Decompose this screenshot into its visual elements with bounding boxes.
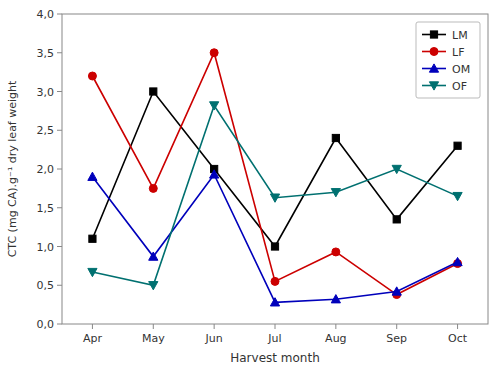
point	[149, 252, 158, 260]
point	[88, 268, 97, 276]
line	[92, 53, 457, 295]
x-tick	[396, 324, 397, 329]
point	[271, 277, 279, 285]
point	[332, 134, 339, 141]
series	[88, 102, 462, 290]
x-tick	[92, 324, 93, 329]
y-tick	[57, 246, 62, 247]
plot-frame	[62, 14, 488, 324]
y-tick-label: 2,5	[37, 124, 55, 137]
series	[89, 88, 461, 250]
x-tick	[214, 324, 215, 329]
point	[88, 172, 97, 180]
legend-box	[416, 22, 480, 98]
point	[270, 194, 279, 202]
point	[392, 165, 401, 173]
x-tick	[275, 324, 276, 329]
y-tick-label: 0,0	[37, 318, 55, 331]
point	[393, 216, 400, 223]
y-axis-label: CTC (mg CA).g⁻¹ dry leaf weight	[6, 80, 19, 257]
line	[92, 105, 457, 285]
y-tick	[57, 285, 62, 286]
legend-label: LM	[452, 29, 468, 42]
point	[149, 282, 158, 290]
y-axis: 0,0 0,5 1,0 1,5 2,0 2,5 3,0 3,5 4,0	[37, 8, 63, 331]
x-axis: Apr May Jun Jul Aug Sep Oct	[83, 324, 468, 345]
plot-area	[88, 49, 462, 306]
x-tick-label: Apr	[83, 332, 103, 345]
legend-label: OF	[452, 80, 467, 93]
x-tick-label: Sep	[386, 332, 407, 345]
point	[88, 72, 96, 80]
y-tick-label: 0,5	[37, 279, 55, 292]
y-tick	[57, 52, 62, 53]
x-tick	[153, 324, 154, 329]
legend-marker	[429, 64, 438, 72]
legend-marker	[429, 82, 438, 90]
y-tick-label: 3,5	[37, 47, 55, 60]
point	[392, 287, 401, 295]
y-tick	[57, 130, 62, 131]
point	[453, 192, 462, 200]
point	[210, 49, 218, 57]
x-tick-label: May	[142, 332, 165, 345]
point	[332, 248, 340, 256]
y-tick	[57, 207, 62, 208]
x-tick	[457, 324, 458, 329]
point	[210, 170, 219, 178]
point	[271, 243, 278, 250]
y-tick-label: 4,0	[37, 8, 55, 21]
legend: LM LF OM OF	[416, 22, 480, 98]
y-tick-label: 3,0	[37, 86, 55, 99]
point	[149, 184, 157, 192]
legend-label: LF	[452, 46, 464, 59]
legend-label: OM	[452, 63, 470, 76]
y-tick-label: 1,5	[37, 202, 55, 215]
point	[331, 295, 340, 303]
y-tick-label: 1,0	[37, 241, 55, 254]
point	[210, 102, 219, 110]
x-tick-label: Jul	[267, 332, 281, 345]
x-tick-label: Jun	[205, 332, 223, 345]
y-tick	[57, 91, 62, 92]
point	[454, 142, 461, 149]
series	[88, 170, 462, 306]
chart: 0,00,51,01,52,02,53,03,54,0AprMayJunJulA…	[0, 0, 500, 370]
x-tick-label: Aug	[325, 332, 346, 345]
y-tick	[57, 14, 62, 15]
line	[92, 92, 457, 247]
point	[331, 189, 340, 197]
point	[453, 257, 462, 265]
legend-marker	[430, 31, 437, 38]
x-tick-label: Oct	[448, 332, 468, 345]
point	[150, 88, 157, 95]
point	[89, 235, 96, 242]
legend-marker	[430, 48, 438, 56]
series	[88, 49, 461, 299]
x-tick	[335, 324, 336, 329]
y-tick-label: 2,0	[37, 163, 55, 176]
x-axis-label: Harvest month	[230, 351, 320, 365]
y-tick	[57, 169, 62, 170]
point	[270, 298, 279, 306]
y-tick	[57, 324, 62, 325]
